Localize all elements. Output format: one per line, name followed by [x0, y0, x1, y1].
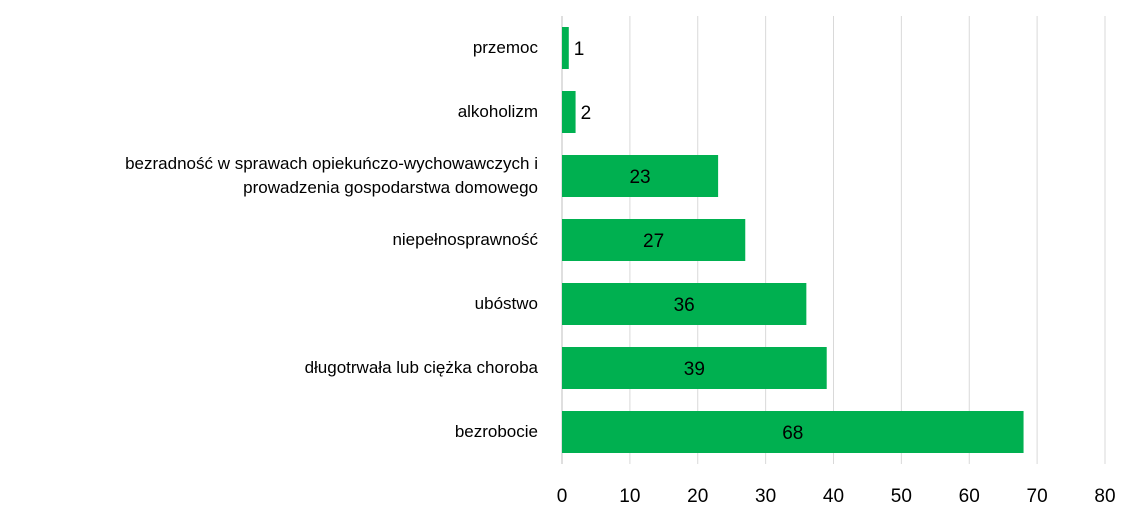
y-tick-label: bezrobocie [454, 422, 538, 441]
y-tick-label: długotrwała lub ciężka choroba [304, 358, 538, 377]
value-label: 1 [574, 39, 585, 60]
value-label: 2 [581, 103, 592, 124]
x-tick-label: 50 [891, 486, 912, 507]
bar [562, 283, 807, 325]
bar [562, 219, 746, 261]
x-tick-label: 80 [1094, 486, 1115, 507]
x-tick-label: 60 [959, 486, 980, 507]
y-tick-label: niepełnosprawność [392, 230, 538, 249]
x-tick-label: 30 [755, 486, 776, 507]
x-tick-label: 0 [557, 486, 568, 507]
x-tick-label: 40 [823, 486, 844, 507]
bar [562, 27, 569, 69]
y-tick-label: ubóstwo [474, 294, 538, 313]
bar [562, 347, 827, 389]
bar [562, 91, 576, 133]
bar [562, 411, 1024, 453]
value-label: 68 [782, 423, 803, 444]
x-tick-label: 70 [1027, 486, 1048, 507]
value-label: 27 [643, 231, 664, 252]
y-tick-label: przemoc [472, 38, 538, 57]
bar [562, 155, 719, 197]
x-tick-label: 20 [687, 486, 708, 507]
value-label: 36 [674, 295, 695, 316]
x-tick-label: 10 [619, 486, 640, 507]
y-tick-label: alkoholizm [457, 102, 538, 121]
value-label: 23 [629, 167, 650, 188]
value-label: 39 [684, 359, 705, 380]
y-tick-label: bezradność w sprawach opiekuńczo-wychowa… [125, 154, 538, 197]
